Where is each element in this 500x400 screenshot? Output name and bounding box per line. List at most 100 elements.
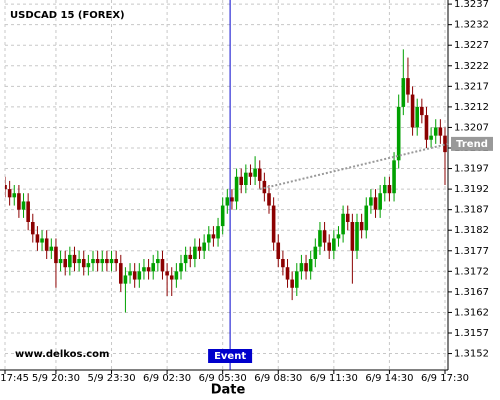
candle-body (26, 201, 30, 222)
candle-body (244, 172, 248, 185)
event-label: Event (214, 351, 246, 362)
candle-body (123, 275, 128, 284)
candle-body (225, 197, 230, 206)
candle-body (151, 263, 156, 272)
candle-body (234, 176, 239, 202)
candle-body (206, 234, 211, 243)
plot-area (5, 49, 447, 313)
x-tick-label: 5/9 23:30 (87, 373, 135, 384)
candle-body (49, 246, 54, 251)
candle-body (72, 254, 77, 264)
trend-label: Trend (456, 139, 488, 150)
candle-body (142, 267, 146, 272)
candle-body (100, 259, 105, 264)
candle-body (341, 213, 345, 235)
candle-body (378, 193, 382, 210)
x-tick-label: 6/9 02:30 (143, 373, 191, 384)
candle-body (271, 205, 276, 243)
candle-body (410, 94, 415, 128)
candle-body (30, 222, 35, 235)
y-tick-label: 1.3217 (454, 81, 489, 92)
y-tick-label: 1.3157 (454, 328, 489, 339)
candle-body (156, 259, 160, 264)
candle-body (220, 205, 225, 227)
chart-title: USDCAD 15 (FOREX) (10, 10, 125, 21)
candle-body (183, 254, 188, 264)
candle-body (7, 189, 12, 198)
y-tick-label: 1.3222 (454, 61, 489, 72)
candle-body (174, 271, 179, 280)
candle-body (40, 238, 44, 243)
candle-body (257, 168, 262, 181)
candle-body (420, 106, 424, 116)
candle-body (401, 78, 406, 107)
y-tick-label: 1.3227 (454, 40, 489, 51)
candle-body (355, 222, 359, 251)
candle-body (290, 279, 294, 288)
candle-body (322, 230, 327, 243)
candle-body (230, 197, 234, 202)
candle-body (359, 222, 364, 231)
y-tick-label: 1.3167 (454, 287, 489, 298)
candle-body (12, 193, 17, 198)
candle-body (114, 259, 118, 264)
trend-label-box (451, 136, 493, 151)
candle-body (17, 193, 21, 210)
candle-body (160, 259, 165, 272)
y-tick-label: 1.3212 (454, 102, 489, 113)
candle-body (318, 230, 322, 247)
candle-body (239, 176, 244, 185)
candle-body (308, 259, 313, 272)
candle-body (81, 259, 86, 268)
candle-body (327, 242, 332, 251)
candle-body (211, 234, 216, 239)
candle-body (304, 263, 308, 272)
candle-body (387, 185, 392, 194)
candle-body (364, 205, 369, 231)
candle-body (169, 275, 174, 280)
x-tick-label: 6/9 14:30 (365, 373, 413, 384)
candle-body (438, 127, 443, 136)
candle-body (443, 135, 447, 153)
candle-body (188, 254, 193, 259)
candle-body (44, 238, 49, 251)
candle-body (396, 106, 401, 161)
grid (4, 0, 448, 370)
candle-body (179, 263, 183, 272)
candle-body (294, 271, 299, 288)
candle-body (137, 271, 142, 280)
candle-body (253, 168, 257, 177)
y-tick-label: 1.3177 (454, 246, 489, 257)
candle-body (276, 242, 281, 259)
candle-body (202, 242, 206, 251)
candle-body (165, 271, 169, 276)
candle-body (95, 259, 100, 264)
candle-body (91, 259, 95, 264)
candle-body (281, 259, 285, 268)
candle-body (77, 259, 81, 264)
y-tick-label: 1.3182 (454, 225, 489, 236)
x-tick-label: 6/9 05:30 (199, 373, 247, 384)
candle-body (35, 234, 40, 243)
y-tick-label: 1.3237 (454, 0, 489, 10)
y-tick-label: 1.3162 (454, 307, 489, 318)
candle-body (285, 267, 290, 280)
candle-body (58, 259, 63, 264)
candle-body (415, 106, 420, 128)
candle-body (68, 254, 72, 268)
candle-body (336, 234, 341, 239)
candle-body (406, 78, 410, 95)
candle-body (433, 127, 438, 136)
y-tick-label: 1.3187 (454, 205, 489, 216)
candle-body (5, 185, 7, 190)
candle-body (197, 246, 202, 251)
candle-body (392, 160, 396, 194)
candle-body (21, 201, 26, 210)
candle-body (429, 135, 433, 140)
candle-body (248, 172, 253, 177)
candle-body (193, 246, 197, 259)
candle-body (299, 263, 304, 272)
candle-body (216, 226, 220, 239)
x-tick-label: 5/9 20:30 (32, 373, 80, 384)
